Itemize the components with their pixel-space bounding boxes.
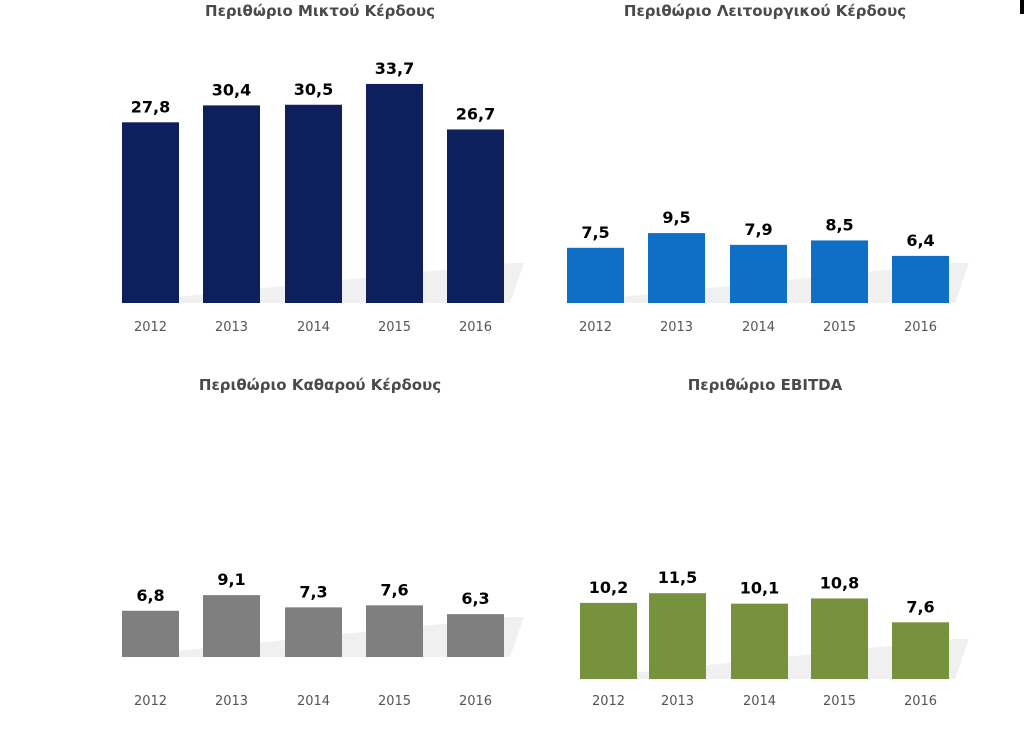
data-label-2013: 30,4 <box>212 80 251 99</box>
data-label-2014: 10,1 <box>740 579 779 598</box>
x-tick-label-2012: 2012 <box>579 320 612 335</box>
data-label-2015: 33,7 <box>375 59 414 78</box>
bar-2012 <box>122 122 179 303</box>
data-label-2016: 6,4 <box>906 231 934 250</box>
data-label-2015: 10,8 <box>820 573 859 592</box>
data-label-2016: 7,6 <box>906 597 934 616</box>
data-label-2016: 26,7 <box>456 104 495 123</box>
x-tick-label-2012: 2012 <box>592 694 625 709</box>
x-tick-label-2014: 2014 <box>742 320 775 335</box>
bar-2015 <box>811 240 868 303</box>
x-tick-label-2016: 2016 <box>904 694 937 709</box>
chart-title: Περιθώριο Λειτουργικού Κέρδους <box>623 2 907 20</box>
bar-2016 <box>892 622 949 679</box>
data-label-2014: 7,9 <box>744 220 772 239</box>
x-tick-label-2016: 2016 <box>904 320 937 335</box>
bar-2012 <box>567 247 624 303</box>
data-label-2014: 7,3 <box>299 582 327 601</box>
data-label-2015: 7,6 <box>380 580 408 599</box>
x-tick-label-2013: 2013 <box>661 694 694 709</box>
bar-2015 <box>366 605 423 657</box>
bar-2016 <box>892 255 949 303</box>
data-label-2012: 6,8 <box>136 586 164 605</box>
bar-2013 <box>203 105 260 304</box>
x-tick-label-2015: 2015 <box>823 320 856 335</box>
data-label-2013: 11,5 <box>658 568 697 587</box>
x-tick-label-2013: 2013 <box>215 320 248 335</box>
x-tick-label-2015: 2015 <box>823 694 856 709</box>
bar-2014 <box>285 104 342 303</box>
bar-2014 <box>731 603 788 679</box>
bar-2016 <box>447 614 504 657</box>
data-label-2012: 7,5 <box>581 223 609 242</box>
bar-2012 <box>580 602 637 679</box>
bar-2014 <box>730 244 787 303</box>
chart-net-margin: Περιθώριο Καθαρού Κέρδους 6,8 2012 9,1 2013… <box>100 0 540 730</box>
x-tick-label-2012: 2012 <box>134 694 167 709</box>
x-tick-label-2015: 2015 <box>378 694 411 709</box>
data-label-2013: 9,1 <box>217 570 245 589</box>
x-tick-label-2014: 2014 <box>297 694 330 709</box>
data-label-2015: 8,5 <box>825 215 853 234</box>
bar-2013 <box>649 593 706 679</box>
chart-operating-margin: Περιθώριο Λειτουργικού Κέρδους 7,5 2012 9,… <box>545 0 985 345</box>
chart-plot: 10,2 2012 11,5 2013 10,1 2014 10,8 2015 7,6 2016 <box>576 568 969 709</box>
chart-title: Περιθώριο Μικτού Κέρδους <box>205 2 435 20</box>
chart-gross-margin: Περιθώριο Μικτού Κέρδους 27,8 2012 30,4 201… <box>100 0 540 345</box>
bar-2015 <box>366 83 423 303</box>
x-tick-label-2012: 2012 <box>134 320 167 335</box>
bar-2014 <box>285 607 342 657</box>
chart-title: Περιθώριο EBITDA <box>687 376 843 394</box>
bar-2013 <box>203 595 260 657</box>
bar-2013 <box>648 233 705 303</box>
x-tick-label-2016: 2016 <box>459 320 492 335</box>
x-tick-label-2016: 2016 <box>459 694 492 709</box>
chart-plot: 27,8 2012 30,4 2013 30,5 2014 33,7 2015 26,7 2016 <box>118 59 524 335</box>
data-label-2013: 9,5 <box>662 208 690 227</box>
chart-ebitda-margin: Περιθώριο EBITDA 10,2 2012 11,5 2013 10,1 201… <box>545 0 985 730</box>
x-tick-label-2015: 2015 <box>378 320 411 335</box>
edge-marker <box>1020 0 1024 14</box>
chart-plot: 6,8 2012 9,1 2013 7,3 2014 7,6 2015 6,3 2016 <box>118 570 524 709</box>
chart-title: Περιθώριο Καθαρού Κέρδους <box>198 376 442 394</box>
bar-2016 <box>447 129 504 303</box>
data-label-2012: 10,2 <box>589 578 628 597</box>
chart-plot: 7,5 2012 9,5 2013 7,9 2014 8,5 2015 6,4 2016 <box>563 208 969 335</box>
x-tick-label-2013: 2013 <box>660 320 693 335</box>
data-label-2012: 27,8 <box>131 97 170 116</box>
x-tick-label-2013: 2013 <box>215 694 248 709</box>
bar-2012 <box>122 610 179 657</box>
x-tick-label-2014: 2014 <box>297 320 330 335</box>
data-label-2014: 30,5 <box>294 80 333 99</box>
data-label-2016: 6,3 <box>461 589 489 608</box>
bar-2015 <box>811 598 868 679</box>
x-tick-label-2014: 2014 <box>743 694 776 709</box>
